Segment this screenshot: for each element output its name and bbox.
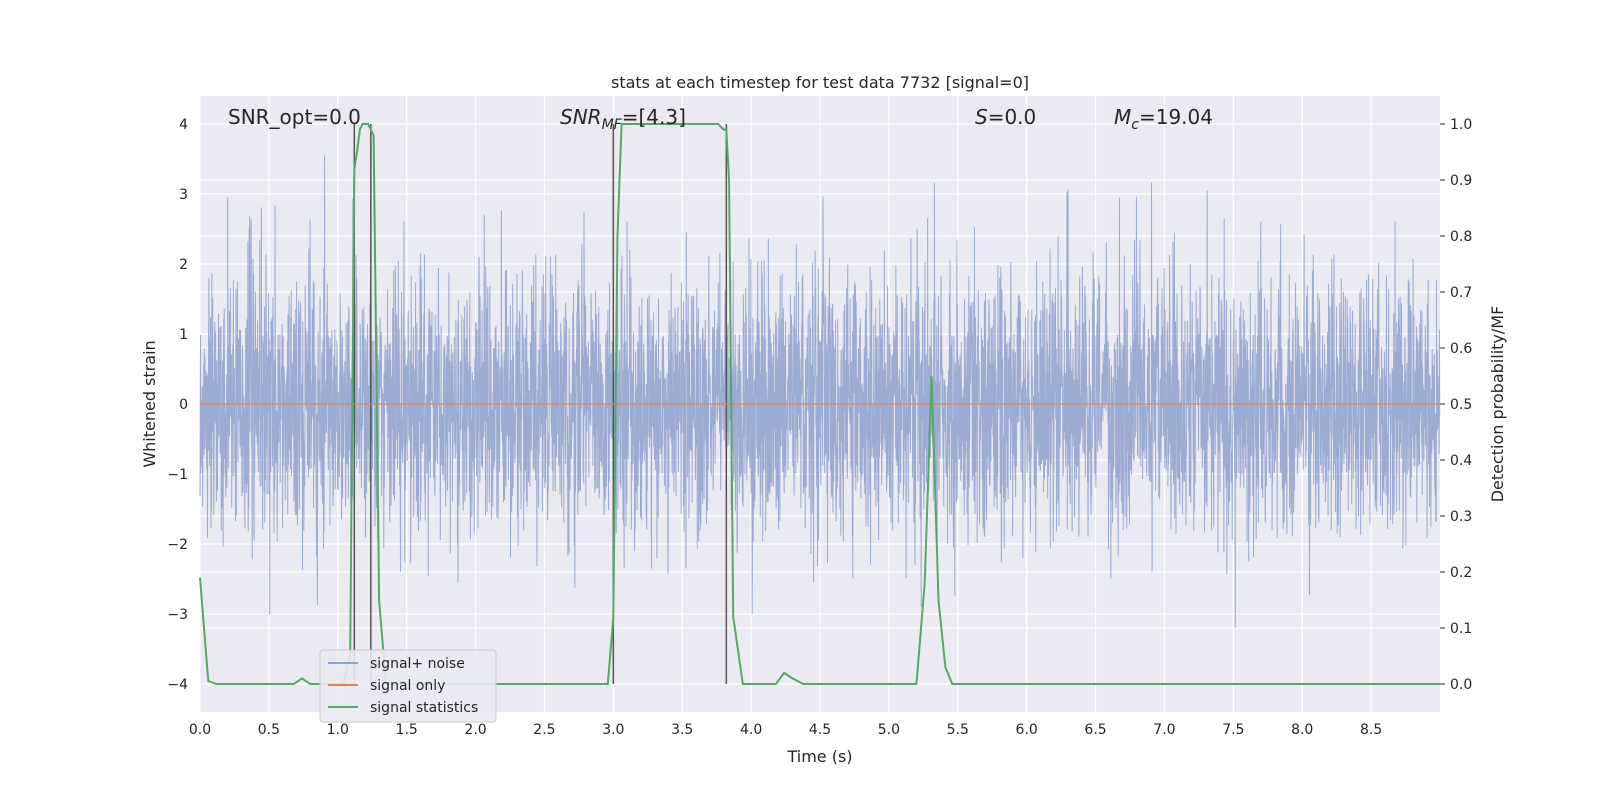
x-tick-label-1: 0.5 xyxy=(258,722,280,738)
y-left-tick-label-3: −1 xyxy=(167,467,188,483)
y-left-tick-label-8: 4 xyxy=(179,117,188,133)
legend-box xyxy=(319,649,497,723)
annotation-mc-sub: c xyxy=(1131,117,1139,133)
x-axis-ticks: 0.0 0.5 1.0 1.5 2.0 2.5 3.0 3.5 4.0 4.5 5.0 5.5 6.0 6… xyxy=(189,722,1382,738)
y-right-tick-label-2: 0.2 xyxy=(1450,565,1472,581)
x-tick-label-2: 1.0 xyxy=(327,722,349,738)
annotation-snr-mf-value: =[4.3] xyxy=(622,105,686,129)
x-tick-label-15: 7.5 xyxy=(1222,722,1244,738)
y-right-tick-label-5: 0.5 xyxy=(1450,397,1472,413)
annotation-snr-mf: SNRMF=[4.3] xyxy=(560,105,686,133)
x-tick-label-14: 7.0 xyxy=(1153,722,1175,738)
y-axis-left-label: Whitened strain xyxy=(140,340,159,467)
y-axis-right-ticks: 0.0 0.1 0.2 0.3 0.4 0.5 0.6 0.7 0.8 0.9 1.0 xyxy=(1440,117,1472,693)
chart-title: stats at each timestep for test data 773… xyxy=(611,73,1029,92)
x-axis-label: Time (s) xyxy=(786,747,852,766)
y-right-tick-label-9: 0.9 xyxy=(1450,173,1472,189)
annotation-snr-mf-sub: MF xyxy=(602,117,623,133)
x-tick-label-5: 2.5 xyxy=(533,722,555,738)
annotation-s-value: =0.0 xyxy=(988,105,1037,129)
y-axis-right-label: Detection probability/MF xyxy=(1488,306,1507,503)
y-left-tick-label-0: −4 xyxy=(167,677,188,693)
x-tick-label-12: 6.0 xyxy=(1016,722,1038,738)
y-right-tick-label-6: 0.6 xyxy=(1450,341,1472,357)
x-tick-label-6: 3.0 xyxy=(602,722,624,738)
y-right-tick-label-7: 0.7 xyxy=(1450,285,1472,301)
x-tick-label-11: 5.5 xyxy=(947,722,969,738)
x-tick-label-4: 2.0 xyxy=(464,722,486,738)
legend-entry-signal-only: signal only xyxy=(370,678,445,694)
y-left-tick-label-1: −3 xyxy=(167,607,188,623)
x-tick-label-7: 3.5 xyxy=(671,722,693,738)
y-right-tick-label-8: 0.8 xyxy=(1450,229,1472,245)
annotation-s-main: S xyxy=(975,105,988,129)
legend: signal+ noise signal only signal statist… xyxy=(319,649,497,723)
y-axis-left-ticks: −4 −3 −2 −1 0 1 2 3 4 xyxy=(167,117,188,693)
x-tick-label-3: 1.5 xyxy=(396,722,418,738)
annotation-mc: Mc=19.04 xyxy=(1114,105,1213,133)
x-tick-label-17: 8.5 xyxy=(1360,722,1382,738)
x-tick-label-16: 8.0 xyxy=(1291,722,1313,738)
y-left-tick-label-5: 1 xyxy=(179,327,188,343)
y-right-tick-label-3: 0.3 xyxy=(1450,509,1472,525)
y-left-tick-label-2: −2 xyxy=(167,537,188,553)
annotation-mc-main: M xyxy=(1114,105,1131,129)
x-tick-label-9: 4.5 xyxy=(809,722,831,738)
annotation-snr-opt: SNR_opt=0.0 xyxy=(228,105,361,129)
y-right-tick-label-0: 0.0 xyxy=(1450,677,1472,693)
x-tick-label-0: 0.0 xyxy=(189,722,211,738)
legend-entry-signal-statistics: signal statistics xyxy=(370,700,478,716)
x-tick-label-13: 6.5 xyxy=(1084,722,1106,738)
annotation-s: S=0.0 xyxy=(975,105,1036,129)
y-right-tick-label-10: 1.0 xyxy=(1450,117,1472,133)
y-left-tick-label-7: 3 xyxy=(179,187,188,203)
x-tick-label-8: 4.0 xyxy=(740,722,762,738)
x-tick-label-10: 5.0 xyxy=(878,722,900,738)
y-left-tick-label-6: 2 xyxy=(179,257,188,273)
y-right-tick-label-1: 0.1 xyxy=(1450,621,1472,637)
legend-entry-signal-noise: signal+ noise xyxy=(370,656,465,672)
y-left-tick-label-4: 0 xyxy=(179,397,188,413)
y-right-tick-label-4: 0.4 xyxy=(1450,453,1472,469)
annotation-snr-mf-main: SNR xyxy=(560,105,602,129)
annotation-mc-value: =19.04 xyxy=(1139,105,1213,129)
